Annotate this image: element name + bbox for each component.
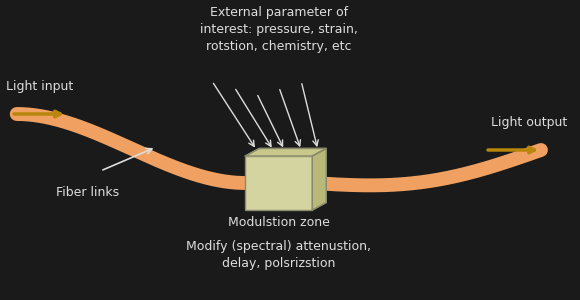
Text: Modify (spectral) attenustion,
delay, polsrizstion: Modify (spectral) attenustion, delay, po…	[186, 240, 371, 270]
Polygon shape	[245, 148, 326, 156]
FancyBboxPatch shape	[245, 156, 312, 210]
Text: Light input: Light input	[6, 80, 73, 93]
Text: Fiber links: Fiber links	[56, 186, 119, 199]
Text: External parameter of
interest: pressure, strain,
rotstion, chemistry, etc: External parameter of interest: pressure…	[200, 6, 358, 53]
Text: Modulstion zone: Modulstion zone	[228, 216, 330, 229]
Polygon shape	[312, 148, 326, 210]
Text: Light output: Light output	[491, 116, 567, 129]
